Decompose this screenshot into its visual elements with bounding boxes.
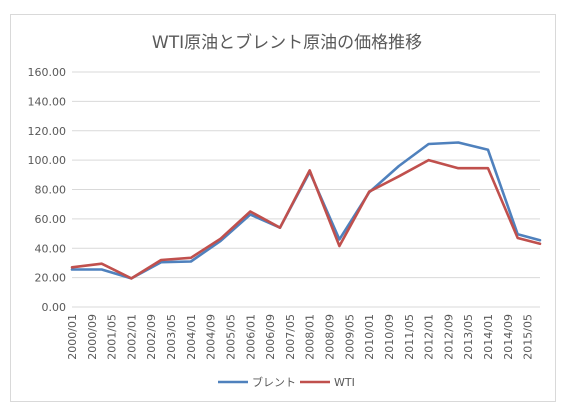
chart-title: WTI原油とブレント原油の価格推移 — [152, 32, 422, 53]
legend-label: WTI — [334, 376, 355, 389]
legend-label: ブレント — [252, 375, 296, 389]
x-tick-label: 2002/09 — [145, 314, 158, 360]
chart-frame — [10, 14, 556, 402]
y-axis-ticks: 0.00 20.00 40.00 60.00 80.00 100.00 120.00 140.… — [28, 66, 67, 314]
gridlines — [72, 71, 540, 308]
x-tick-label: 2006/01 — [244, 314, 257, 360]
x-tick-label: 2004/01 — [185, 314, 198, 360]
x-tick-label: 2004/09 — [205, 314, 218, 360]
series-lines — [70, 141, 542, 280]
y-tick-label: 80.00 — [35, 184, 67, 197]
x-axis-ticks: 2000/01 2000/09 2001/05 2002/01 2002/09 2003/… — [66, 314, 535, 360]
y-tick-label: 100.00 — [28, 154, 67, 167]
x-tick-label: 2012/01 — [423, 314, 436, 360]
x-tick-label: 2013/05 — [462, 314, 475, 360]
x-tick-label: 2001/05 — [106, 314, 119, 360]
y-tick-label: 40.00 — [35, 242, 67, 255]
y-tick-label: 0.00 — [42, 301, 67, 314]
x-tick-label: 2014/09 — [502, 314, 515, 360]
x-tick-label: 2012/09 — [442, 314, 455, 360]
legend: ブレント WTI — [218, 375, 355, 389]
x-tick-label: 2003/05 — [165, 314, 178, 360]
x-tick-label: 2010/09 — [383, 314, 396, 360]
series-line-0 — [70, 141, 542, 280]
x-tick-label: 2011/05 — [403, 314, 416, 360]
series-line-1 — [70, 158, 542, 280]
x-tick-label: 2008/01 — [304, 314, 317, 360]
y-tick-label: 160.00 — [28, 66, 67, 79]
x-tick-label: 2009/05 — [343, 314, 356, 360]
x-tick-label: 2006/09 — [264, 314, 277, 360]
x-tick-label: 2002/01 — [125, 314, 138, 360]
x-tick-label: 2005/05 — [224, 314, 237, 360]
x-tick-label: 2000/01 — [66, 314, 79, 360]
y-tick-label: 120.00 — [28, 125, 67, 138]
x-tick-label: 2010/01 — [363, 314, 376, 360]
x-tick-label: 2000/09 — [86, 314, 99, 360]
x-tick-label: 2015/05 — [522, 314, 535, 360]
x-tick-label: 2008/09 — [324, 314, 337, 360]
x-tick-label: 2014/01 — [482, 314, 495, 360]
y-tick-label: 20.00 — [35, 272, 67, 285]
y-tick-label: 140.00 — [28, 95, 67, 108]
y-tick-label: 60.00 — [35, 213, 67, 226]
x-tick-label: 2007/05 — [284, 314, 297, 360]
